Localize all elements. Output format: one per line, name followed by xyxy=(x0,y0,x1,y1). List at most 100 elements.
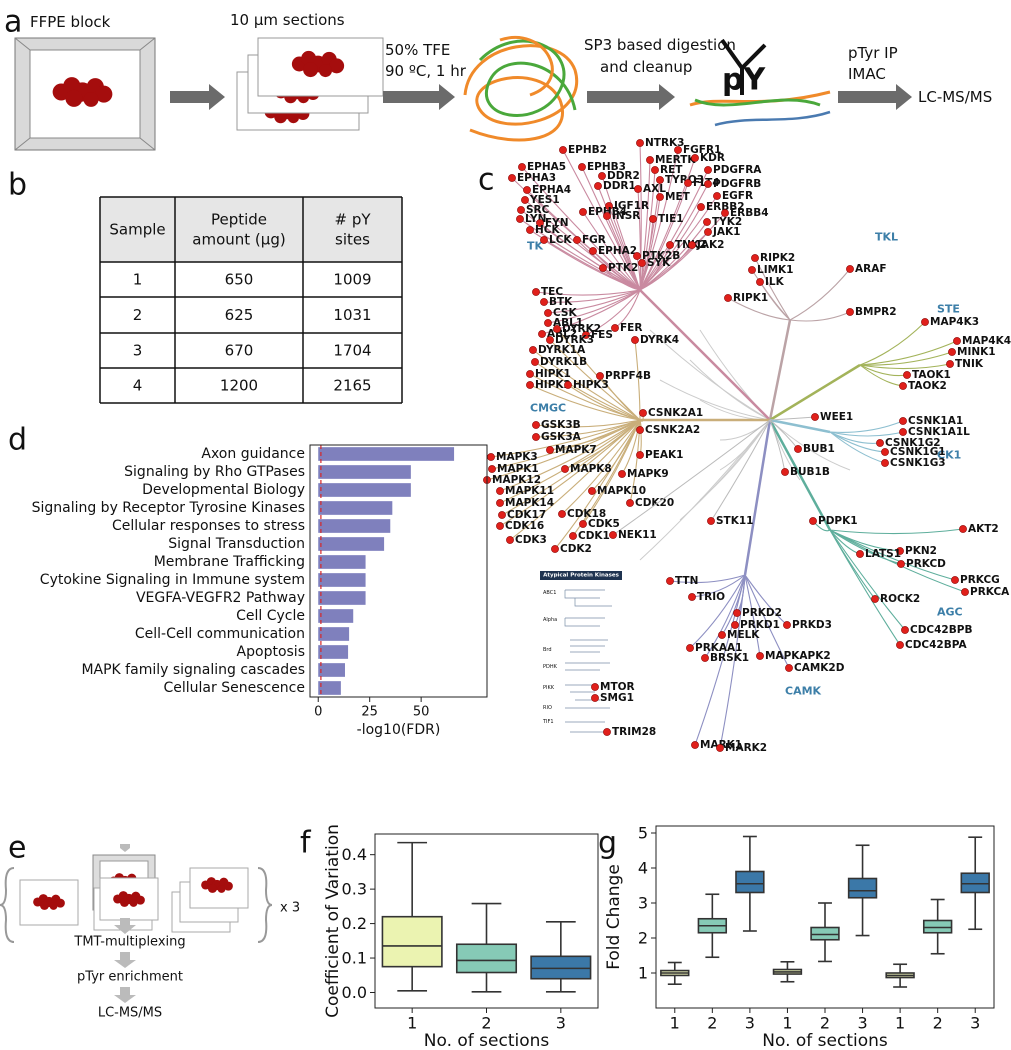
category-label: Cell-Cell communication xyxy=(135,626,305,642)
kinase-dot xyxy=(526,226,534,234)
kinase-label: ERBB2 xyxy=(706,201,745,213)
bar xyxy=(318,555,366,569)
kinase-dot xyxy=(546,446,554,454)
category-label: Signaling by Rho GTPases xyxy=(124,464,305,480)
kinase-label: PRKCG xyxy=(960,574,1000,586)
kinase-label: MINK1 xyxy=(957,346,996,358)
pY-peptide xyxy=(689,38,831,127)
x-axis-label: -log10(FDR) xyxy=(357,722,441,738)
kinase-group-label: CK1 xyxy=(937,449,961,462)
kinase-dot xyxy=(517,206,525,214)
box xyxy=(381,915,443,968)
kinase-label: CDK16 xyxy=(505,520,544,532)
kinase-dot xyxy=(561,465,569,473)
kinase-dot xyxy=(599,264,607,272)
tree-branch xyxy=(769,419,786,473)
tree-branch xyxy=(592,250,641,291)
atypical-family: ABC1 xyxy=(543,590,556,596)
y-axis-label: Coefficient of Variation xyxy=(323,824,343,1018)
kinase-label: MAPK7 xyxy=(555,444,597,456)
kinase-dot xyxy=(959,525,967,533)
kinase-dot xyxy=(634,185,642,193)
y-tick-label: 2 xyxy=(638,929,648,948)
kinase-dot xyxy=(688,241,696,249)
kinase-label: PEAK1 xyxy=(645,449,683,461)
tree-branch xyxy=(829,529,906,631)
kinase-dot xyxy=(532,421,540,429)
kinase-dot xyxy=(948,348,956,356)
table-cell: 3 xyxy=(133,342,143,360)
kinase-label: BMPR2 xyxy=(855,306,897,318)
category-label: Membrane Trafficking xyxy=(154,554,305,570)
kinase-dot xyxy=(704,228,712,236)
table-cell: 1704 xyxy=(333,342,371,360)
workflow-text: LC-MS/MS xyxy=(98,1006,162,1021)
kinase-label: MAPK10 xyxy=(597,485,646,497)
kinase-label: PKN2 xyxy=(905,545,937,557)
tree-branch xyxy=(859,351,953,366)
kinase-label: KDR xyxy=(700,152,725,164)
kinase-dot xyxy=(496,499,504,507)
tree-branch xyxy=(602,267,641,291)
tree-branch xyxy=(501,419,641,516)
kinase-dot xyxy=(540,298,548,306)
kinase-label: CDC42BPA xyxy=(905,639,967,651)
kinase-dot xyxy=(626,499,634,507)
tree-branch xyxy=(769,416,816,421)
kinase-dot xyxy=(578,163,586,171)
tree-branch xyxy=(541,289,641,335)
kinase-label: DYRK4 xyxy=(640,334,679,346)
kinase-label: DYRK1A xyxy=(538,344,586,356)
kinase-dot xyxy=(546,336,554,344)
panel-label: b xyxy=(8,168,27,203)
x-axis-label: No. of sections xyxy=(424,1031,550,1050)
workflow-text: FFPE block xyxy=(30,13,111,31)
y-tick-label: 0.3 xyxy=(342,880,367,899)
kinase-label: CDK5 xyxy=(588,518,620,530)
arrow xyxy=(838,84,912,110)
kinase-label: ABL1 xyxy=(553,317,583,329)
x-tick-label: 1 xyxy=(782,1014,792,1033)
kinase-label: JAK2 xyxy=(696,239,724,251)
x-tick-label: 3 xyxy=(745,1014,755,1033)
table-cell: 1009 xyxy=(333,271,371,289)
kinase-group-label: CMGC xyxy=(530,402,566,415)
kinase-dot xyxy=(618,470,626,478)
kinase-dot xyxy=(881,459,889,467)
kinase-label: ARAF xyxy=(855,263,887,275)
x-tick-label: 50 xyxy=(413,705,430,720)
tree-branch xyxy=(659,379,771,421)
kinase-label: TAOK1 xyxy=(912,369,951,381)
arrow xyxy=(587,84,675,110)
kinase-label: TRIO xyxy=(697,591,725,603)
tree-branch xyxy=(599,375,641,421)
kinase-dot xyxy=(794,445,802,453)
kinase-dot xyxy=(496,522,504,530)
tree-branch xyxy=(499,419,641,504)
workflow-text: 50% TFE xyxy=(385,41,450,59)
kinase-group-label: AGC xyxy=(937,606,963,619)
kinase-label: MELK xyxy=(727,629,760,641)
kinase-dot xyxy=(899,382,907,390)
tree-branch xyxy=(554,419,641,550)
x-tick-label: 2 xyxy=(481,1014,491,1033)
kinase-dot xyxy=(611,324,619,332)
kinase-label: NTRK3 xyxy=(645,137,684,149)
atypical-family: Brd xyxy=(543,647,552,653)
tree-branch xyxy=(549,339,641,421)
bar xyxy=(318,447,455,461)
kinase-label: EPHA5 xyxy=(527,161,566,173)
table-header: sites xyxy=(335,231,370,249)
kinase-label: BTK xyxy=(549,296,573,308)
box xyxy=(455,943,518,974)
tree-branch xyxy=(509,419,641,541)
kinase-label: YES1 xyxy=(529,194,560,206)
x-tick-label: 2 xyxy=(933,1014,943,1033)
kinase-label: NEK11 xyxy=(618,529,657,541)
workflow-text: and cleanup xyxy=(600,58,692,76)
category-label: Developmental Biology xyxy=(142,482,305,498)
sections xyxy=(236,37,384,131)
kinase-dot xyxy=(704,180,712,188)
kinase-label: PTK2 xyxy=(608,262,638,274)
kinase-dot xyxy=(588,487,596,495)
